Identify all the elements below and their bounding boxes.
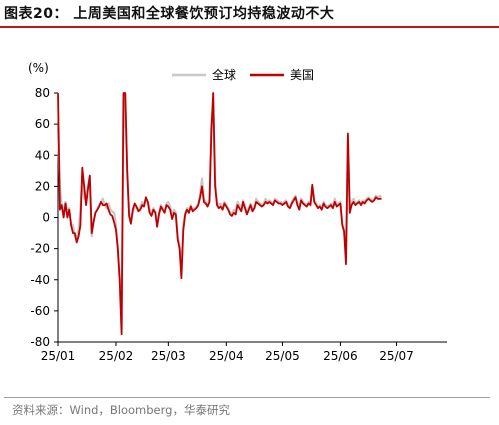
chart-axes: 80 60 40 20 0 -20 -40 -60 -80 (%) 25/01 25/02 25/03 2… xyxy=(28,61,447,363)
y-tick-label: 40 xyxy=(35,148,50,162)
y-tick-label: 0 xyxy=(42,211,50,225)
x-tick-label: 25/04 xyxy=(209,349,244,363)
x-tick-label: 25/05 xyxy=(265,349,300,363)
source-divider xyxy=(4,397,490,398)
chart-series xyxy=(56,92,383,336)
legend-label-us: 美国 xyxy=(290,68,314,82)
series-line-global xyxy=(56,99,383,331)
chart-title: 图表20： 上周美国和全球餐饮预订均持稳波动不大 xyxy=(4,6,335,22)
series-line-us xyxy=(57,92,382,336)
x-tick-label: 25/02 xyxy=(99,349,134,363)
y-tick-label: 60 xyxy=(35,117,50,131)
y-tick-label: 80 xyxy=(35,86,50,100)
y-tick-label: -80 xyxy=(30,335,50,349)
y-axis-label: (%) xyxy=(28,61,49,75)
title-divider xyxy=(0,26,499,28)
line-chart: 80 60 40 20 0 -20 -40 -60 -80 (%) 25/01 25/02 25/03 2… xyxy=(28,61,447,363)
y-tick-label: -60 xyxy=(30,304,50,318)
y-tick-label: 20 xyxy=(35,179,50,193)
y-tick-label: -20 xyxy=(30,242,50,256)
y-tick-label: -40 xyxy=(30,273,50,287)
legend-label-global: 全球 xyxy=(212,67,236,82)
source-note: 资料来源：Wind，Bloomberg，华泰研究 xyxy=(12,403,230,417)
chart-legend: 全球 美国 xyxy=(172,67,314,82)
x-tick-label: 25/06 xyxy=(323,349,358,363)
x-tick-label: 25/03 xyxy=(151,349,186,363)
x-tick-label: 25/07 xyxy=(379,349,414,363)
x-tick-label: 25/01 xyxy=(41,349,76,363)
